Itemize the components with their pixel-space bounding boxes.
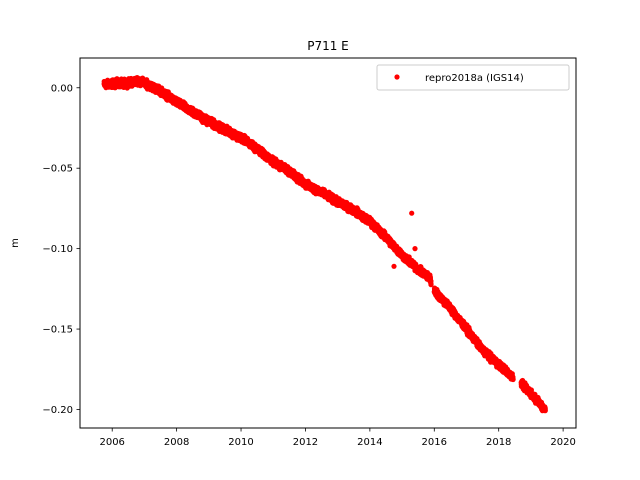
x-tick-label: 2014 — [357, 437, 382, 448]
data-points — [101, 75, 548, 414]
data-point — [510, 376, 516, 383]
chart-title: P711 E — [307, 39, 349, 53]
x-tick-label: 2006 — [99, 437, 124, 448]
x-tick-label: 2018 — [486, 437, 511, 448]
legend-marker — [394, 74, 400, 80]
data-point — [542, 408, 548, 414]
data-point — [428, 281, 434, 287]
x-tick-label: 2016 — [422, 437, 447, 448]
plot-area — [79, 57, 577, 429]
y-tick-label: −0.10 — [42, 244, 73, 255]
legend: repro2018a (IGS14) — [376, 64, 570, 91]
y-tick-label: −0.05 — [42, 164, 73, 175]
x-tick-label: 2020 — [550, 437, 575, 448]
y-tick-label: −0.15 — [42, 325, 73, 336]
x-tick-label: 2010 — [228, 437, 253, 448]
y-tick-label: 0.00 — [51, 83, 73, 94]
legend-label: repro2018a (IGS14) — [425, 73, 524, 84]
x-tick-label: 2008 — [164, 437, 189, 448]
x-tick-label: 2012 — [293, 437, 318, 448]
data-point-outlier — [409, 210, 415, 216]
data-point-outlier — [412, 246, 418, 252]
data-point-outlier — [391, 263, 397, 269]
y-axis-label: m — [10, 238, 21, 248]
y-tick-label: −0.20 — [42, 405, 73, 416]
